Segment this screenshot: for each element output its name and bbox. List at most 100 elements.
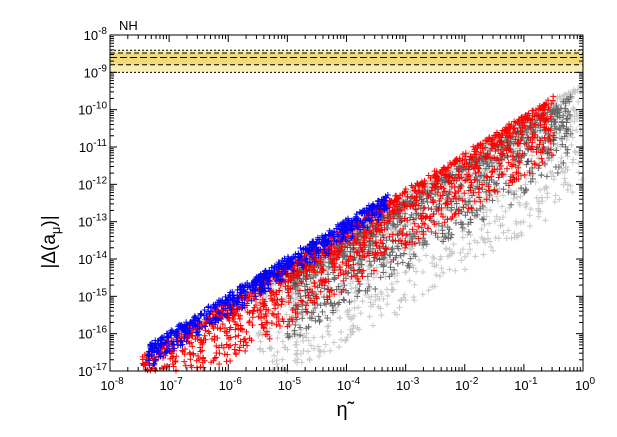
data-point <box>221 351 228 358</box>
data-point <box>194 317 201 324</box>
data-point <box>377 237 384 244</box>
data-point <box>292 254 299 261</box>
data-point <box>441 188 448 195</box>
data-point <box>494 198 501 205</box>
data-point <box>429 283 436 290</box>
data-point <box>355 304 362 311</box>
data-point <box>384 212 391 219</box>
data-point <box>291 327 298 334</box>
data-point <box>285 293 292 300</box>
data-point <box>321 300 328 307</box>
data-point <box>485 183 492 190</box>
data-point <box>202 323 209 330</box>
data-point <box>298 280 305 287</box>
data-point <box>541 118 548 125</box>
data-point <box>340 296 347 303</box>
data-point <box>200 364 207 371</box>
data-point <box>418 215 425 222</box>
data-point <box>262 288 269 295</box>
data-point <box>575 169 582 176</box>
data-point <box>317 348 324 355</box>
data-point <box>442 171 449 178</box>
data-point <box>333 286 340 293</box>
data-point <box>541 134 548 141</box>
data-point <box>480 216 487 223</box>
data-point <box>461 190 468 197</box>
data-point <box>266 268 273 275</box>
data-point <box>493 141 500 148</box>
data-point <box>473 207 480 214</box>
data-point <box>486 192 493 199</box>
data-point <box>445 230 452 237</box>
data-point <box>549 152 556 159</box>
data-point <box>550 176 557 183</box>
data-point <box>226 326 233 333</box>
data-point <box>514 150 521 157</box>
data-point <box>398 218 405 225</box>
data-point <box>155 343 162 350</box>
data-point <box>390 256 397 263</box>
data-point <box>539 107 546 114</box>
data-point <box>483 188 490 195</box>
data-point <box>355 288 362 295</box>
data-point <box>303 308 310 315</box>
data-point <box>278 296 285 303</box>
data-point <box>242 348 249 355</box>
data-point <box>410 216 417 223</box>
data-point <box>206 311 213 318</box>
data-point <box>283 258 290 265</box>
data-point <box>329 309 336 316</box>
data-point <box>181 351 188 358</box>
data-point <box>403 268 410 275</box>
data-point <box>287 285 294 292</box>
data-point <box>305 337 312 344</box>
data-point <box>146 362 153 369</box>
data-point <box>478 173 485 180</box>
data-point <box>195 352 202 359</box>
data-point <box>537 127 544 134</box>
data-point <box>252 293 259 300</box>
data-point <box>286 333 293 340</box>
data-point <box>201 307 208 314</box>
data-point <box>465 221 472 228</box>
data-point <box>496 166 503 173</box>
data-point <box>275 318 282 325</box>
data-point <box>518 131 525 138</box>
data-point <box>412 239 419 246</box>
y-axis-label-main: |Δ(a <box>39 234 60 269</box>
data-point <box>517 128 524 135</box>
data-point <box>547 146 554 153</box>
data-point <box>411 281 418 288</box>
data-point <box>389 207 396 214</box>
data-point <box>403 231 410 238</box>
data-point <box>541 101 548 108</box>
data-point <box>366 313 373 320</box>
data-point <box>500 186 507 193</box>
data-point <box>446 191 453 198</box>
data-point <box>198 310 205 317</box>
data-point <box>380 255 387 262</box>
data-point <box>506 204 513 211</box>
data-point <box>162 349 169 356</box>
data-point <box>569 134 576 141</box>
data-point <box>386 218 393 225</box>
data-point <box>292 314 299 321</box>
data-point <box>381 205 388 212</box>
data-point <box>337 270 344 277</box>
data-point <box>360 221 367 228</box>
data-point <box>386 233 393 240</box>
data-point <box>506 120 513 127</box>
data-point <box>465 166 472 173</box>
data-point <box>471 212 478 219</box>
data-point <box>419 189 426 196</box>
data-point <box>295 250 302 257</box>
data-point <box>300 311 307 318</box>
data-point <box>468 204 475 211</box>
data-point <box>350 244 357 251</box>
data-point <box>238 294 245 301</box>
data-point <box>461 253 468 260</box>
data-point <box>354 230 361 237</box>
data-point <box>518 153 525 160</box>
data-point <box>494 188 501 195</box>
